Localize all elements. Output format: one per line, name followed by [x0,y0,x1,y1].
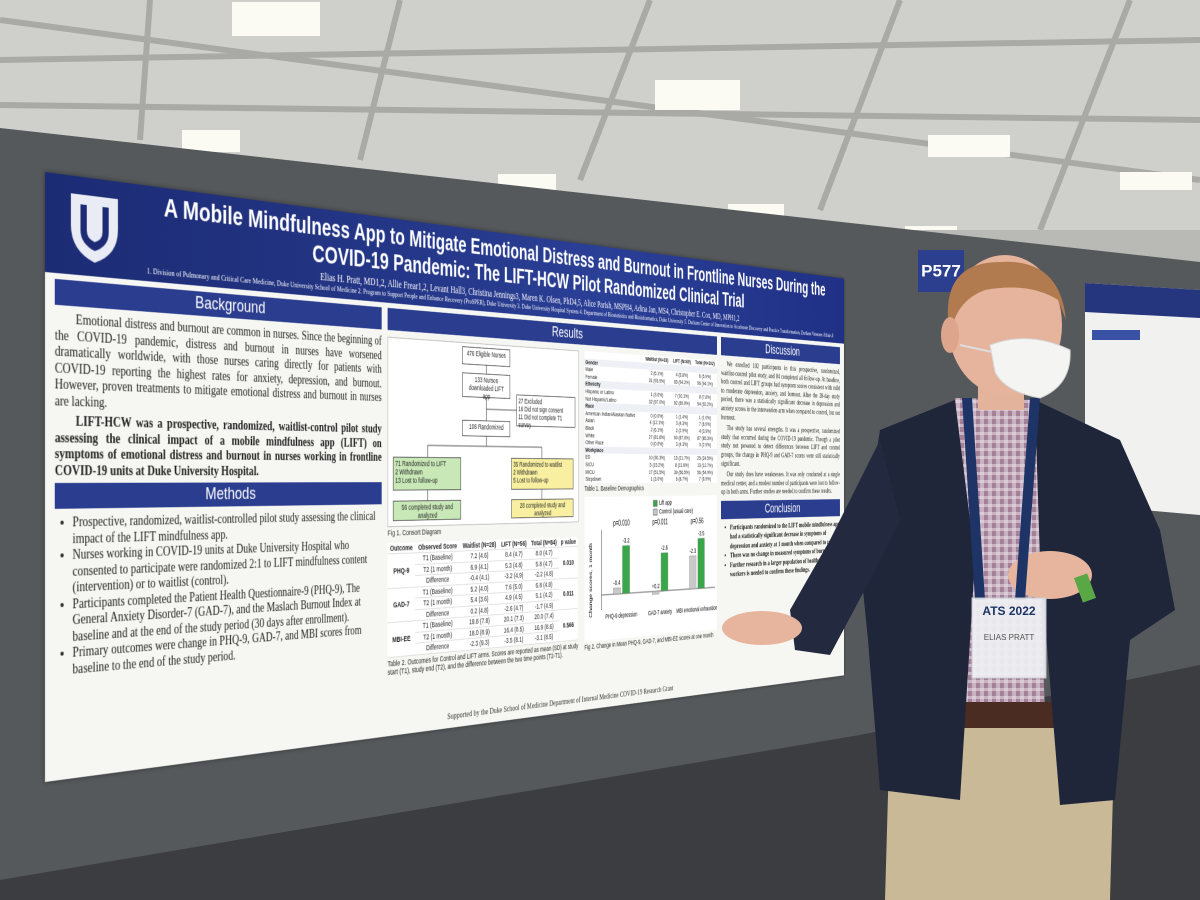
data-label: +0.2 [652,583,660,591]
hair [947,261,1066,328]
wristband [1073,573,1097,603]
badge [971,597,1047,679]
badge-name: ELIAS PRATT [984,633,1035,642]
change-chart: Change scores, 1 month Lift app Control (u… [584,495,717,643]
results-right: Waitlist (N=33) LIFT (N=69) Total (N=102) G… [584,350,717,656]
hand [722,611,802,645]
x-tick-label: GAD-7 anxiety [648,608,672,617]
ear [941,317,959,353]
mask-strap [959,344,993,353]
jacket-arm [790,440,900,655]
belt [955,702,1060,728]
data-label: -3.2 [622,537,629,545]
poster-header: A Mobile Mindfulness App to Mitigate Emo… [45,172,845,344]
badge-event: ATS 2022 [982,604,1035,618]
ceiling-lights [182,2,1192,236]
x-tick-label: MBI emotional exhaustion [676,605,717,615]
logo [70,193,118,265]
data-label: -2.6 [661,545,668,552]
neighbor-poster-bar [1092,330,1140,340]
mask [989,338,1071,399]
annotation: p=0.011 [652,518,668,526]
results-column: Results 476 Eligible Nurses 133 Nurses d… [387,307,717,733]
poster: A Mobile Mindfulness App to Mitigate Emo… [45,172,845,782]
hand [1008,551,1092,599]
data-label: -0.4 [613,579,620,587]
legend-label: Lift app [659,499,672,506]
neighbor-poster-header [1085,283,1200,318]
lanyard [962,398,1040,600]
x-tick-label: PHQ-9 depression [605,611,637,621]
booth-number: P577 [921,261,961,280]
legend-label: Control (usual care) [659,508,693,516]
data-label: -3.5 [698,530,705,537]
data-label: -2.3 [690,548,697,555]
y-axis-label: Change scores, 1 month [589,543,594,618]
annotation: p=0.56 [691,517,704,525]
jacket-right [1035,400,1175,805]
annotation: p=0.010 [613,519,630,528]
